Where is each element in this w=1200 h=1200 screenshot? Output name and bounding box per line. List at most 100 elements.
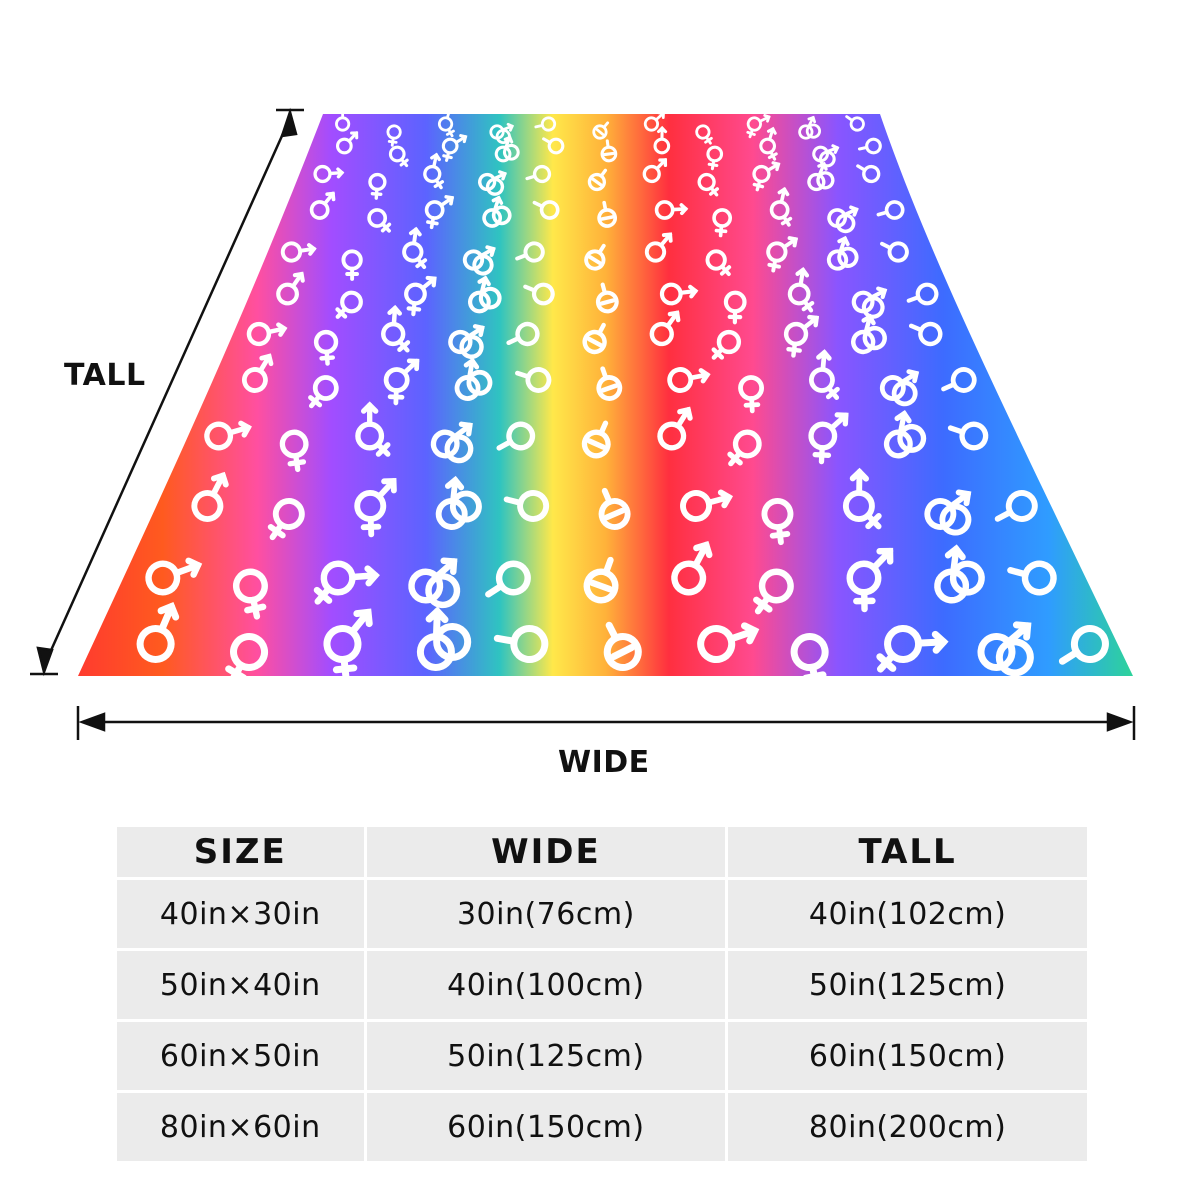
- gender-symbol-icon: [857, 137, 882, 155]
- gender-symbol-icon: [697, 622, 760, 663]
- blanket-illustration: [30, 107, 1136, 740]
- gender-symbol-icon: [335, 290, 363, 319]
- gender-symbol-icon: [437, 114, 455, 138]
- gender-symbol-icon: [924, 489, 972, 536]
- gender-symbol-icon: [309, 191, 336, 220]
- gender-symbol-icon: [581, 420, 611, 459]
- gender-symbol-icon: [876, 200, 905, 220]
- gender-symbol-icon: [523, 282, 555, 306]
- gender-symbol-icon: [657, 406, 693, 451]
- gender-symbol-icon: [876, 625, 949, 673]
- gender-symbol-icon: [947, 421, 989, 451]
- gender-symbol-icon: [355, 401, 391, 457]
- gender-symbol-icon: [191, 471, 229, 522]
- gender-symbol-icon: [534, 116, 557, 132]
- gender-symbol-icon: [354, 477, 397, 538]
- gender-symbol-icon: [798, 115, 822, 140]
- gender-symbol-icon: [423, 152, 445, 190]
- gender-symbol-icon: [381, 304, 411, 353]
- gender-symbol-icon: [335, 131, 359, 155]
- gender-symbol-icon: [341, 249, 363, 281]
- gender-symbol-icon: [790, 633, 829, 676]
- gender-symbol-icon: [667, 367, 711, 393]
- gender-symbol-icon: [746, 114, 771, 139]
- table-row: 40in×30in 30in(76cm) 40in(102cm): [117, 880, 1087, 948]
- gender-symbol-icon: [485, 560, 531, 598]
- gender-symbol-icon: [934, 544, 985, 604]
- tall-cell: 80in(200cm): [728, 1093, 1087, 1161]
- gender-symbol-icon: [827, 205, 859, 234]
- gender-symbol-icon: [680, 489, 734, 522]
- gender-symbol-icon: [600, 139, 618, 163]
- gender-symbol-icon: [435, 475, 482, 530]
- gender-symbol-icon: [388, 145, 409, 168]
- gender-symbol-icon: [145, 557, 203, 596]
- gender-symbol-icon: [276, 271, 305, 306]
- gender-symbol-icon: [653, 125, 671, 155]
- gender-symbol-icon: [136, 602, 180, 663]
- gender-symbol-icon: [506, 321, 540, 347]
- gender-symbol-icon: [598, 487, 631, 530]
- gender-symbol-icon: [712, 208, 733, 238]
- wide-cell: 40in(100cm): [366, 951, 726, 1019]
- tall-cell: 60in(150cm): [728, 1022, 1087, 1090]
- gender-symbol-icon: [759, 126, 778, 161]
- header-wide: WIDE: [366, 827, 726, 877]
- gender-symbol-icon: [879, 369, 920, 407]
- table-header-row: SIZE WIDE TALL: [117, 827, 1087, 877]
- gender-symbol-icon: [642, 158, 668, 184]
- wide-dimension-arrow: [76, 706, 1136, 740]
- gender-symbol-icon: [454, 357, 493, 401]
- gender-symbol-icon: [313, 164, 345, 184]
- gender-symbol-icon: [649, 310, 681, 347]
- gender-symbol-icon: [826, 235, 859, 271]
- gender-symbol-icon: [584, 243, 606, 271]
- gender-symbol-icon: [697, 172, 719, 197]
- blanket: [78, 114, 1133, 676]
- gender-symbol-icon: [603, 621, 642, 671]
- gender-symbol-icon: [402, 226, 428, 270]
- gender-symbol-icon: [706, 145, 724, 171]
- gender-symbol-icon: [267, 498, 305, 541]
- gender-symbol-icon: [583, 556, 619, 604]
- gender-symbol-icon: [246, 321, 288, 347]
- gender-symbol-pattern: [136, 114, 1109, 676]
- gender-symbol-icon: [441, 134, 468, 162]
- gender-symbol-icon: [752, 161, 781, 192]
- gender-symbol-icon: [787, 266, 815, 313]
- gender-symbol-icon: [279, 429, 309, 473]
- table-row: 80in×60in 60in(150cm) 80in(200cm): [117, 1093, 1087, 1161]
- gender-symbol-icon: [408, 557, 461, 609]
- gender-symbol-icon: [313, 329, 339, 366]
- gender-symbol-icon: [941, 367, 977, 393]
- gender-symbol-icon: [596, 366, 623, 401]
- gender-symbol-icon: [643, 114, 665, 132]
- header-size: SIZE: [117, 827, 364, 877]
- gender-symbol-icon: [705, 249, 732, 277]
- size-cell: 80in×60in: [117, 1093, 364, 1161]
- gender-symbol-icon: [241, 353, 274, 393]
- gender-symbol-icon: [424, 195, 455, 230]
- gender-symbol-icon: [587, 168, 608, 192]
- size-cell: 60in×50in: [117, 1022, 364, 1090]
- gender-symbol-icon: [846, 547, 894, 613]
- gender-symbol-icon: [1007, 560, 1057, 596]
- size-cell: 50in×40in: [117, 951, 364, 1019]
- gender-symbol-icon: [856, 164, 881, 184]
- gender-symbol-icon: [654, 200, 689, 220]
- gender-symbol-icon: [727, 429, 762, 467]
- gender-symbol-icon: [1058, 625, 1109, 665]
- gender-symbol-icon: [595, 282, 619, 314]
- gender-symbol-icon: [383, 358, 420, 406]
- gender-symbol-icon: [532, 200, 560, 220]
- wide-cell: 50in(125cm): [366, 1022, 726, 1090]
- tall-dimension-label: TALL: [64, 358, 146, 393]
- gender-symbol-icon: [766, 236, 799, 273]
- gender-symbol-icon: [597, 200, 618, 228]
- gender-symbol-icon: [761, 498, 794, 546]
- gender-symbol-icon: [809, 349, 840, 400]
- gender-symbol-icon: [225, 633, 269, 676]
- gender-symbol-icon: [723, 290, 747, 325]
- gender-symbol-icon: [335, 114, 351, 132]
- gender-symbol-icon: [659, 282, 699, 306]
